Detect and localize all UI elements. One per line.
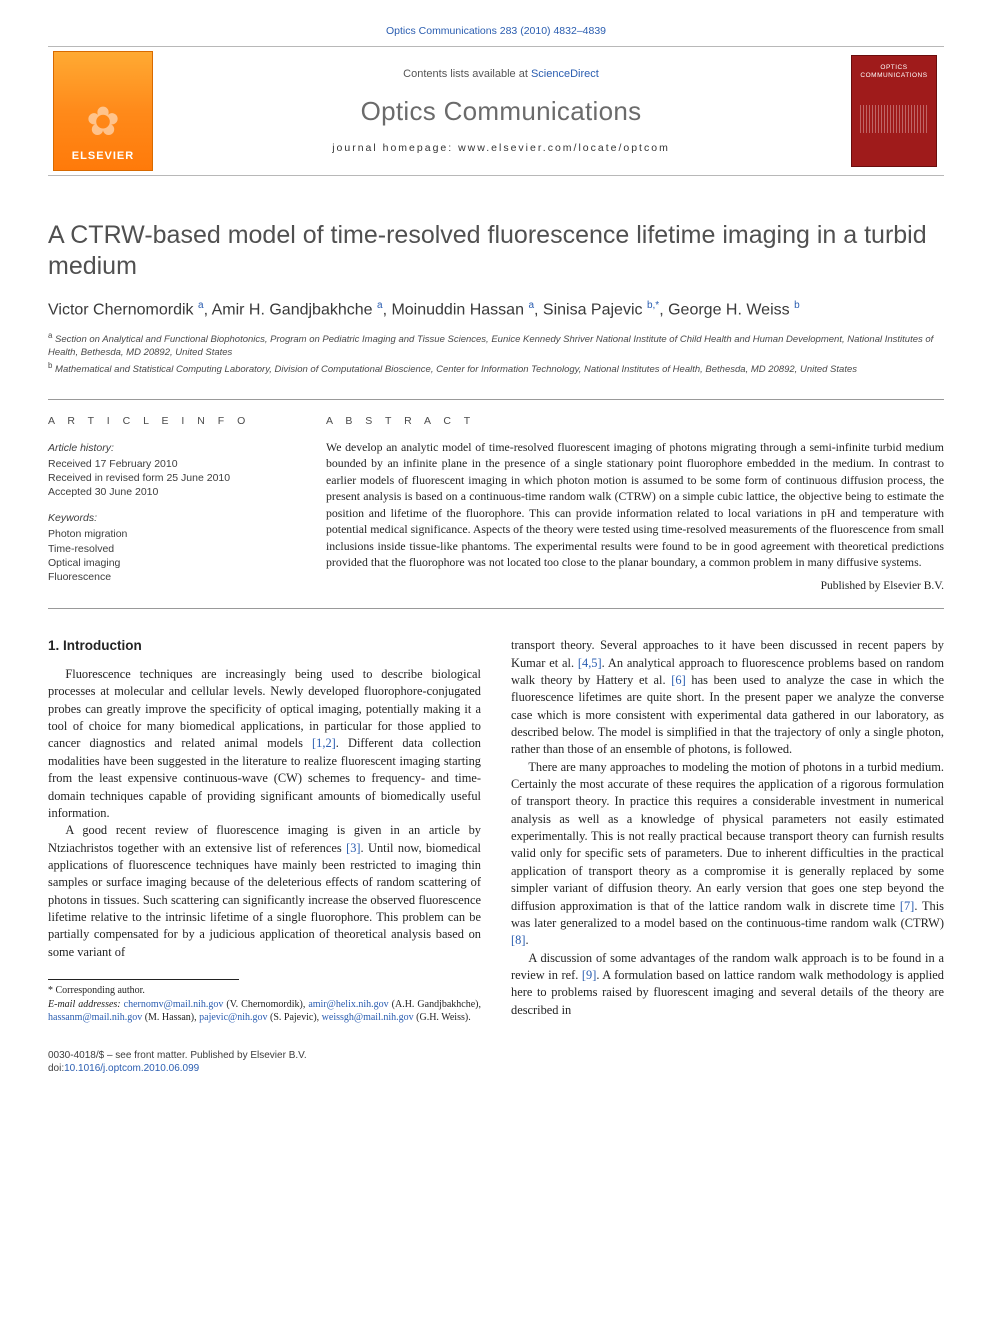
affil-sup: a	[198, 300, 204, 311]
affiliation: b Mathematical and Statistical Computing…	[48, 361, 944, 377]
article-title: A CTRW-based model of time-resolved fluo…	[48, 220, 944, 283]
journal-homepage: journal homepage: www.elsevier.com/locat…	[332, 141, 670, 155]
cover-band-icon	[860, 105, 927, 133]
author: Sinisa Pajevic	[543, 301, 643, 318]
body-columns: 1. Introduction Fluorescence techniques …	[48, 637, 944, 1025]
section-heading: 1. Introduction	[48, 637, 481, 656]
ref-link[interactable]: [7]	[900, 899, 914, 913]
front-matter-line: 0030-4018/$ – see front matter. Publishe…	[48, 1049, 944, 1063]
ref-link[interactable]: [1,2]	[312, 736, 336, 750]
ref-link[interactable]: [9]	[582, 968, 596, 982]
sciencedirect-link[interactable]: ScienceDirect	[531, 68, 599, 80]
contents-prefix: Contents lists available at	[403, 68, 531, 80]
masthead-center: Contents lists available at ScienceDirec…	[158, 47, 844, 175]
history-line: Received 17 February 2010	[48, 457, 290, 471]
ref-link[interactable]: [8]	[511, 933, 525, 947]
affil-marker: a	[48, 331, 52, 340]
abstract-col: A B S T R A C T We develop an analytic m…	[308, 400, 944, 608]
cover-thumb-cell: OPTICS COMMUNICATIONS	[844, 47, 944, 175]
journal-cover-thumb: OPTICS COMMUNICATIONS	[851, 55, 937, 167]
tree-icon: ✿	[86, 95, 120, 149]
elsevier-logo: ✿ ELSEVIER	[53, 51, 153, 171]
footnotes: * Corresponding author. E-mail addresses…	[48, 984, 481, 1025]
para-text: . Until now, biomedical applications of …	[48, 841, 481, 959]
keyword: Optical imaging	[48, 556, 290, 570]
citation-link[interactable]: Optics Communications 283 (2010) 4832–48…	[386, 25, 606, 37]
para-text: .	[525, 933, 528, 947]
abstract-text: We develop an analytic model of time-res…	[326, 439, 944, 571]
para: There are many approaches to modeling th…	[511, 759, 944, 950]
bottom-meta: 0030-4018/$ – see front matter. Publishe…	[48, 1049, 944, 1076]
history-title: Article history:	[48, 441, 290, 455]
author: Moinuddin Hassan	[391, 301, 524, 318]
email-who: (G.H. Weiss).	[414, 1012, 471, 1023]
cover-title: OPTICS COMMUNICATIONS	[860, 64, 927, 79]
masthead: ✿ ELSEVIER Contents lists available at S…	[48, 46, 944, 176]
email-link[interactable]: pajevic@nih.gov	[199, 1012, 267, 1023]
doi-link[interactable]: 10.1016/j.optcom.2010.06.099	[64, 1063, 199, 1074]
keyword: Time-resolved	[48, 542, 290, 556]
contents-line: Contents lists available at ScienceDirec…	[403, 67, 599, 82]
corresponding-author: * Corresponding author.	[48, 984, 481, 998]
email-who: (V. Chernomordik),	[223, 999, 308, 1010]
doi-line: doi:10.1016/j.optcom.2010.06.099	[48, 1062, 944, 1076]
abstract-heading: A B S T R A C T	[326, 414, 944, 428]
published-by: Published by Elsevier B.V.	[326, 579, 944, 595]
affil-sup: b	[794, 300, 800, 311]
author: Victor Chernomordik	[48, 301, 194, 318]
citation-line: Optics Communications 283 (2010) 4832–48…	[48, 24, 944, 38]
ref-link[interactable]: [6]	[671, 673, 685, 687]
keyword: Photon migration	[48, 527, 290, 541]
article-info-col: A R T I C L E I N F O Article history: R…	[48, 399, 308, 609]
para: transport theory. Several approaches to …	[511, 637, 944, 759]
email-link[interactable]: weissgh@mail.nih.gov	[322, 1012, 414, 1023]
ref-link[interactable]: [4,5]	[578, 656, 602, 670]
info-row: A R T I C L E I N F O Article history: R…	[48, 399, 944, 609]
author: Amir H. Gandjbakhche	[212, 301, 373, 318]
keywords-title: Keywords:	[48, 511, 290, 525]
email-link[interactable]: chernomv@mail.nih.gov	[124, 999, 224, 1010]
affil-sup: a	[377, 300, 383, 311]
article-info-heading: A R T I C L E I N F O	[48, 414, 290, 428]
history-line: Received in revised form 25 June 2010	[48, 471, 290, 485]
keywords: Keywords: Photon migration Time-resolved…	[48, 511, 290, 584]
article-history: Article history: Received 17 February 20…	[48, 441, 290, 500]
ref-link[interactable]: [3]	[346, 841, 360, 855]
email-addresses: E-mail addresses: chernomv@mail.nih.gov …	[48, 998, 481, 1025]
keyword: Fluorescence	[48, 570, 290, 584]
email-link[interactable]: hassanm@mail.nih.gov	[48, 1012, 142, 1023]
journal-name: Optics Communications	[361, 94, 642, 129]
authors-line: Victor Chernomordik a, Amir H. Gandjbakh…	[48, 299, 944, 321]
emails-label: E-mail addresses:	[48, 999, 121, 1010]
footnote-rule	[48, 979, 239, 980]
para: A good recent review of fluorescence ima…	[48, 822, 481, 961]
author: George H. Weiss	[668, 301, 790, 318]
affil-text: Section on Analytical and Functional Bio…	[48, 334, 933, 358]
para: Fluorescence techniques are increasingly…	[48, 666, 481, 822]
email-who: (S. Pajevic),	[268, 1012, 322, 1023]
email-who: (A.H. Gandjbakhche),	[389, 999, 481, 1010]
corr-star-icon: *	[655, 300, 659, 311]
para-text: There are many approaches to modeling th…	[511, 760, 944, 913]
affil-text: Mathematical and Statistical Computing L…	[55, 365, 857, 376]
affiliation: a Section on Analytical and Functional B…	[48, 331, 944, 360]
affil-marker: b	[48, 361, 52, 370]
publisher-logo-cell: ✿ ELSEVIER	[48, 47, 158, 175]
doi-prefix: doi:	[48, 1063, 64, 1074]
affil-sup: a	[528, 300, 534, 311]
publisher-logo-text: ELSEVIER	[72, 149, 134, 164]
para: A discussion of some advantages of the r…	[511, 950, 944, 1019]
history-line: Accepted 30 June 2010	[48, 485, 290, 499]
email-link[interactable]: amir@helix.nih.gov	[308, 999, 388, 1010]
email-who: (M. Hassan),	[142, 1012, 199, 1023]
